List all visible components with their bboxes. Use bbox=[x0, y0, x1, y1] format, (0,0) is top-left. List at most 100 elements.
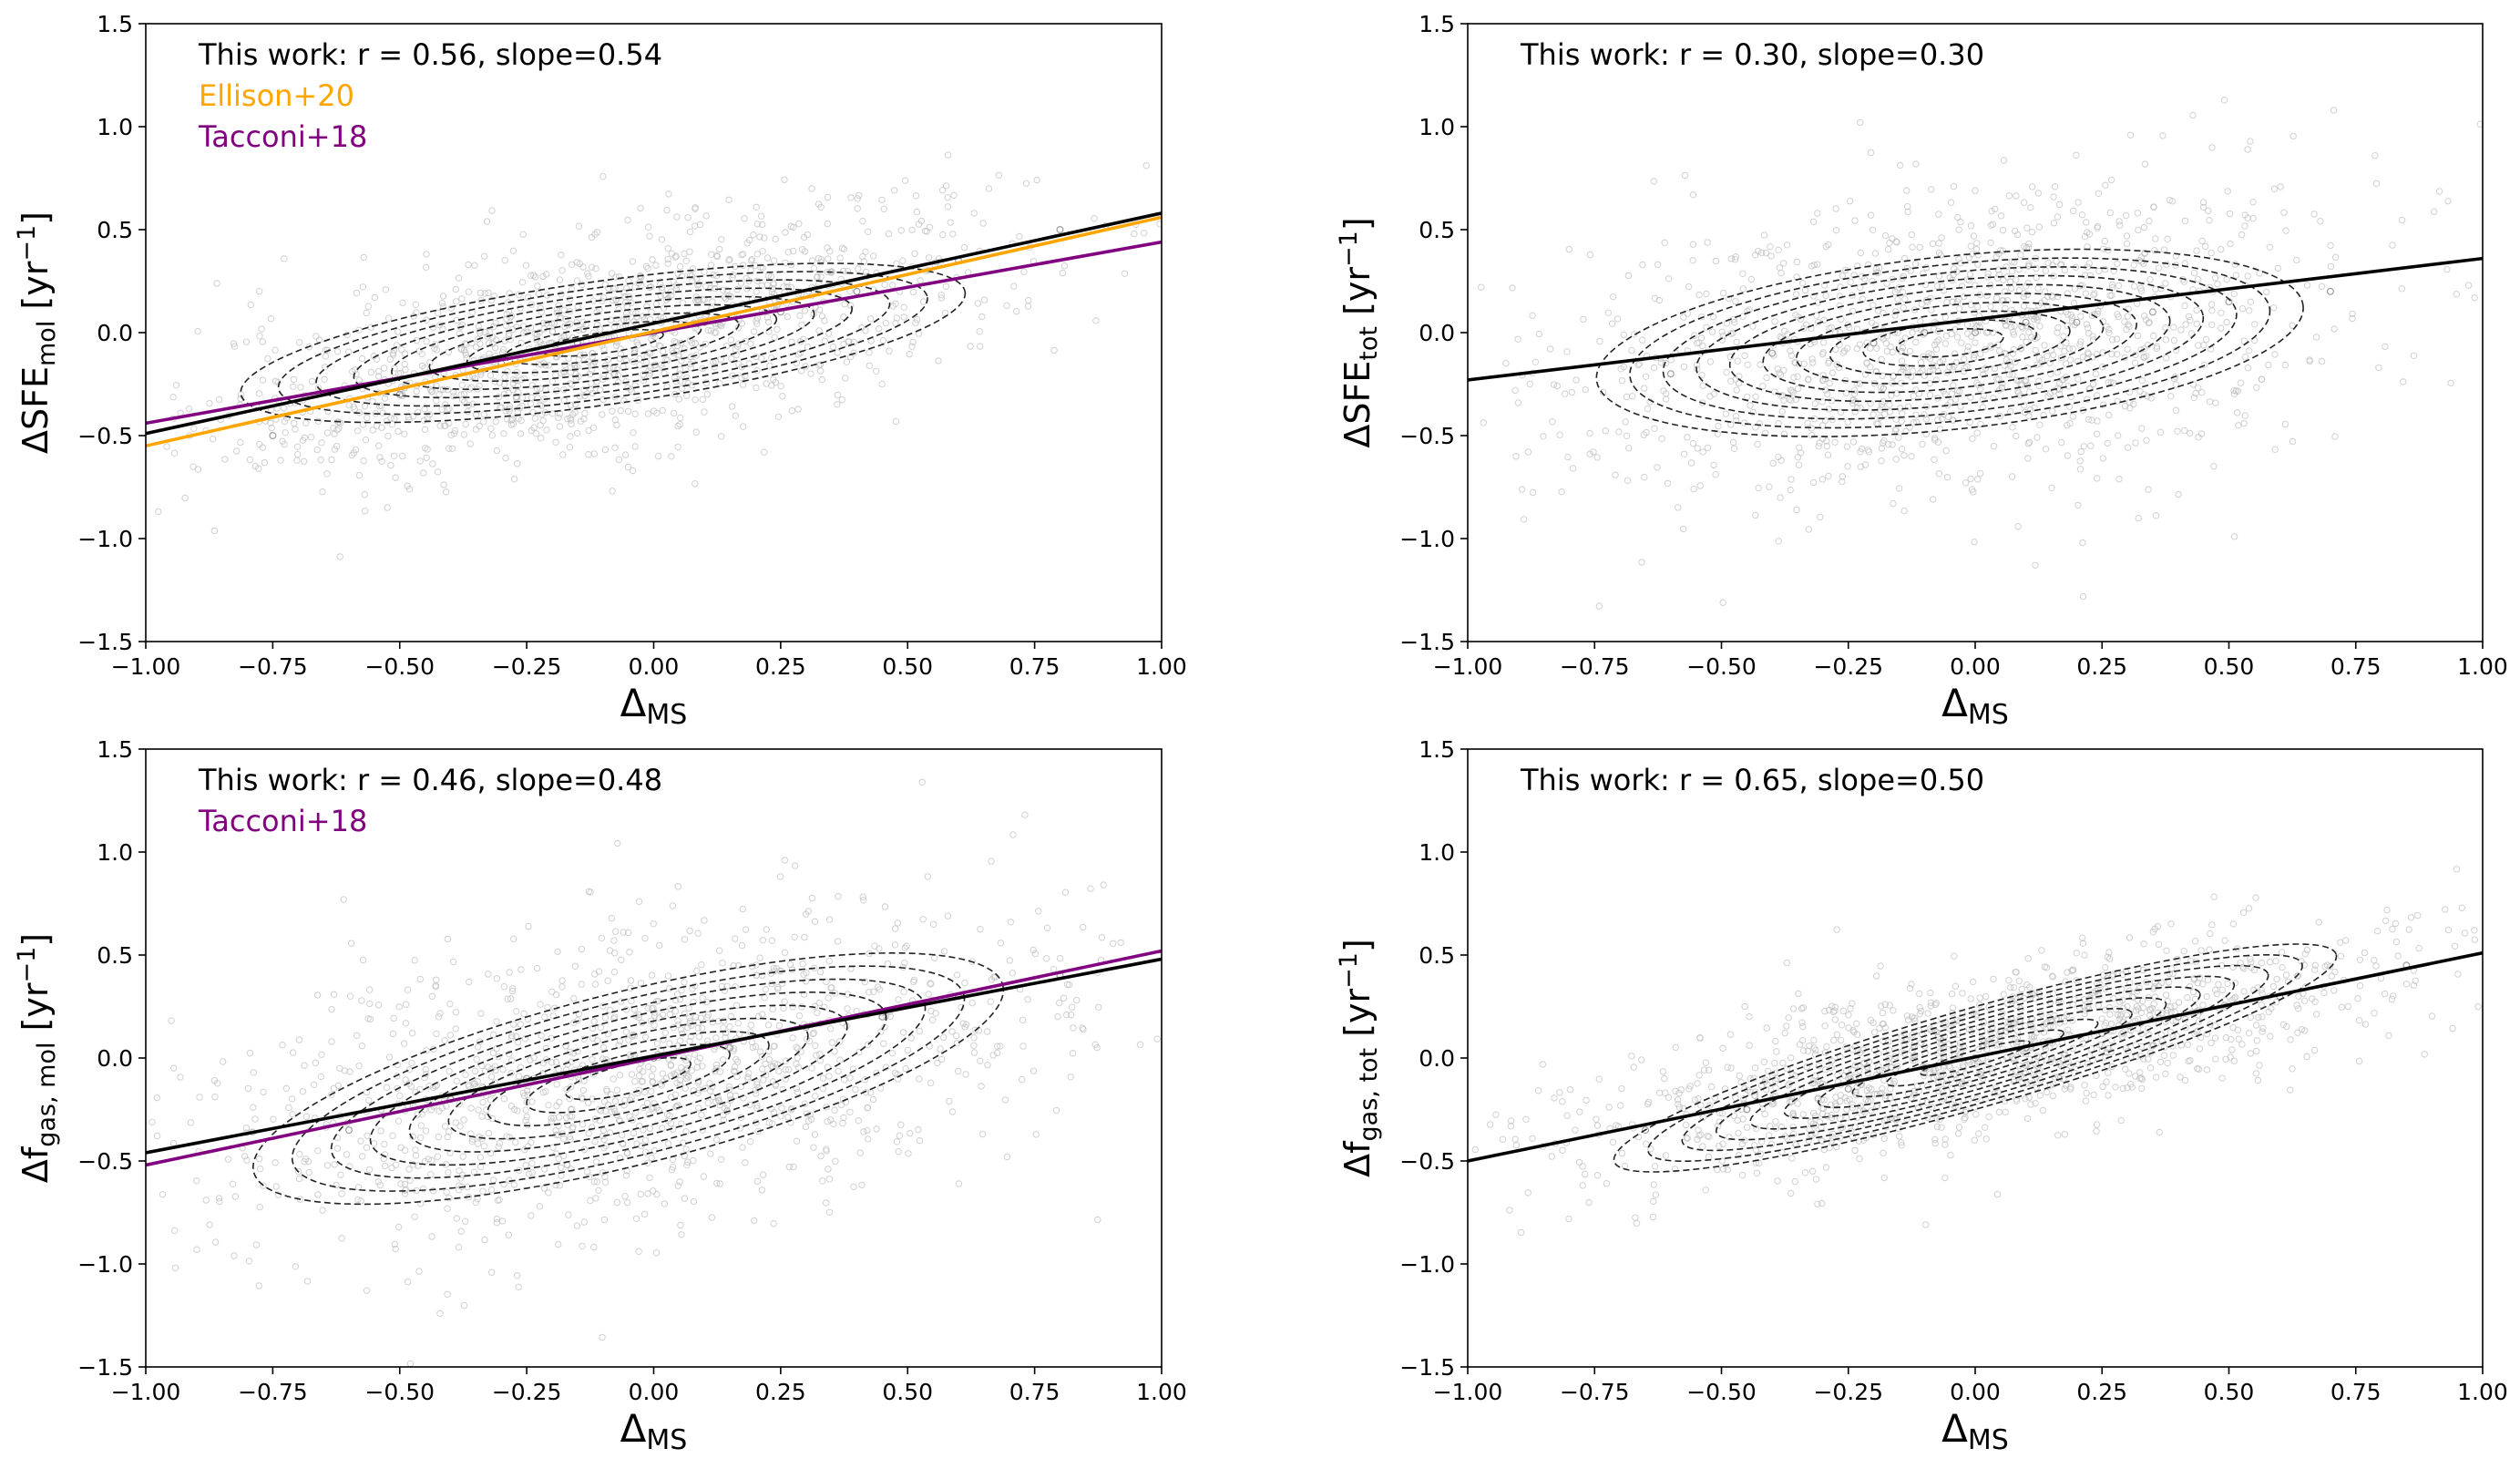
contour-level bbox=[408, 1004, 848, 1153]
contour-level bbox=[1595, 248, 2304, 437]
plot-area bbox=[146, 778, 1162, 1367]
contour-level bbox=[291, 965, 966, 1192]
contour-level bbox=[526, 1043, 731, 1114]
x-tick-label: 1.00 bbox=[2457, 653, 2508, 680]
annotation-text: This work: r = 0.65, slope=0.50 bbox=[1520, 763, 1984, 797]
data-point bbox=[1768, 349, 1777, 357]
contour-level bbox=[466, 312, 740, 374]
y-tick-label: 1.0 bbox=[1419, 839, 1455, 866]
panel-fgas-mol: −1.00 −0.75 −0.50 −0.25 0.00 0.25 0.50 0.75 1.00… bbox=[13, 736, 1187, 1456]
contour-level bbox=[1762, 293, 2137, 394]
data-point bbox=[2073, 318, 2081, 326]
contour-level bbox=[1662, 266, 2238, 420]
y-tick-label: −1.0 bbox=[1399, 526, 1455, 552]
contour-level bbox=[1783, 997, 2167, 1119]
x-tick-label: −0.50 bbox=[1686, 1379, 1757, 1405]
x-tick-label: 0.75 bbox=[2330, 1379, 2382, 1405]
y-tick-label: −1.5 bbox=[77, 629, 133, 655]
contour-level bbox=[487, 1031, 770, 1127]
x-tick-label: 1.00 bbox=[1136, 653, 1187, 680]
x-tick-label: −0.25 bbox=[1813, 1379, 1883, 1405]
x-tick-label: −0.75 bbox=[1560, 653, 1630, 680]
panel-sfe-mol: −1.00 −0.75 −0.50 −0.25 0.00 0.25 0.50 0.75 1.00… bbox=[13, 11, 1187, 731]
x-tick-label: 1.00 bbox=[1136, 1379, 1187, 1405]
x-axis-label: ΔMS bbox=[1941, 1406, 2009, 1456]
y-tick-label: −1.5 bbox=[77, 1354, 133, 1381]
fit-line-tacconi-18 bbox=[146, 949, 1162, 1167]
x-tick-label: 0.25 bbox=[2076, 1379, 2127, 1405]
x-tick-label: 0.00 bbox=[629, 653, 680, 680]
y-tick-label: −1.0 bbox=[77, 1251, 133, 1278]
data-point bbox=[1666, 370, 1675, 378]
contour-level bbox=[1895, 328, 2004, 358]
annotation-text: This work: r = 0.56, slope=0.54 bbox=[198, 37, 662, 72]
data-point bbox=[726, 1043, 734, 1052]
plot-area bbox=[1468, 866, 2483, 1237]
contour-level bbox=[1851, 1018, 2099, 1098]
panel-fgas-tot: −1.00 −0.75 −0.50 −0.25 0.00 0.25 0.50 0.75 1.00… bbox=[1335, 736, 2508, 1456]
x-tick-label: 0.25 bbox=[755, 1379, 806, 1405]
contour-level bbox=[447, 1017, 809, 1140]
scatter-cloud bbox=[155, 151, 1162, 560]
y-tick-label: −1.0 bbox=[1399, 1251, 1455, 1278]
y-tick-label: 1.0 bbox=[97, 839, 133, 866]
y-tick-label: −0.5 bbox=[77, 1148, 133, 1175]
x-tick-label: 0.50 bbox=[882, 1379, 933, 1405]
contour-level bbox=[1818, 1007, 2133, 1109]
contour-level bbox=[1829, 310, 2071, 375]
x-axis-label: ΔMS bbox=[620, 1406, 688, 1456]
contour-level bbox=[240, 262, 967, 424]
y-axis-label: Δfgas, mol [yr−1] bbox=[13, 933, 61, 1183]
data-point bbox=[1972, 329, 1980, 337]
y-tick-label: 0.0 bbox=[1419, 1045, 1455, 1072]
x-tick-label: −0.50 bbox=[1686, 653, 1757, 680]
data-point bbox=[1844, 1084, 1852, 1093]
x-axis-label: ΔMS bbox=[620, 681, 688, 731]
contour-level bbox=[1681, 964, 2269, 1152]
x-tick-label: 0.50 bbox=[2204, 1379, 2255, 1405]
y-tick-label: −1.0 bbox=[77, 526, 133, 552]
x-axis-label: ΔMS bbox=[1941, 681, 2009, 731]
data-point bbox=[878, 1012, 886, 1021]
y-tick-label: 1.5 bbox=[97, 11, 133, 37]
y-tick-label: −1.5 bbox=[1399, 629, 1455, 655]
fit-line-this-work bbox=[1468, 950, 2483, 1163]
x-tick-label: −1.00 bbox=[111, 1379, 181, 1405]
x-tick-label: −0.50 bbox=[364, 653, 435, 680]
y-tick-label: 0.0 bbox=[97, 1045, 133, 1072]
x-tick-label: −0.75 bbox=[1560, 1379, 1630, 1405]
data-point bbox=[2148, 308, 2156, 316]
contour-level bbox=[353, 287, 853, 399]
x-tick-label: 0.00 bbox=[629, 1379, 680, 1405]
y-axis-label: Δfgas, tot [yr−1] bbox=[1335, 939, 1383, 1177]
x-tick-label: 1.00 bbox=[2457, 1379, 2508, 1405]
x-tick-label: 0.00 bbox=[1950, 1379, 2001, 1405]
annotation-text: This work: r = 0.46, slope=0.48 bbox=[198, 763, 662, 797]
data-point bbox=[345, 1126, 353, 1135]
y-axis-label: ΔSFEmol [yr−1] bbox=[13, 211, 61, 454]
x-tick-label: 0.50 bbox=[2204, 653, 2255, 680]
panel-sfe-tot: −1.00 −0.75 −0.50 −0.25 0.00 0.25 0.50 0.75 1.00… bbox=[1335, 11, 2508, 731]
scatter-cloud bbox=[1478, 97, 2483, 610]
y-tick-label: 0.5 bbox=[97, 217, 133, 243]
y-tick-label: 0.5 bbox=[1419, 217, 1455, 243]
y-tick-label: 0.5 bbox=[97, 942, 133, 969]
x-tick-label: 0.50 bbox=[882, 653, 933, 680]
contour-level bbox=[277, 271, 928, 416]
contour-level bbox=[1728, 283, 2171, 403]
x-tick-label: −0.25 bbox=[492, 1379, 562, 1405]
x-tick-label: −0.25 bbox=[492, 653, 562, 680]
x-tick-label: 0.25 bbox=[755, 653, 806, 680]
x-tick-label: 0.00 bbox=[1950, 653, 2001, 680]
contour-level bbox=[391, 295, 815, 391]
annotation-text: Tacconi+18 bbox=[198, 119, 367, 154]
contour-level bbox=[1796, 301, 2105, 385]
annotation-text: Tacconi+18 bbox=[198, 804, 367, 838]
scatter-cloud bbox=[1471, 866, 2482, 1237]
x-tick-label: 0.75 bbox=[2330, 653, 2382, 680]
x-tick-label: 0.75 bbox=[1009, 1379, 1060, 1405]
x-tick-label: 0.75 bbox=[1009, 653, 1060, 680]
data-point bbox=[269, 432, 277, 440]
fit-line-this-work bbox=[146, 957, 1162, 1155]
y-tick-label: 1.0 bbox=[97, 114, 133, 140]
